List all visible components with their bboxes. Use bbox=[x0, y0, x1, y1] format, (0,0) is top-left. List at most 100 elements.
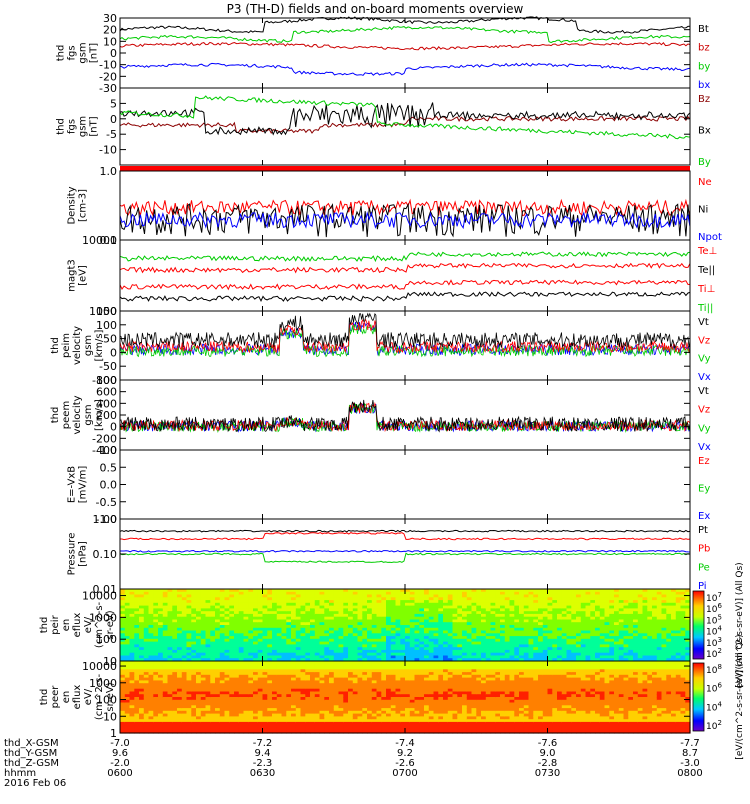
panel-frame bbox=[120, 380, 690, 450]
legend-ez: Ez bbox=[698, 456, 710, 467]
series-group bbox=[120, 252, 690, 301]
series-line-by bbox=[120, 27, 690, 43]
legend-te: Te⊥ bbox=[697, 246, 717, 257]
y-axis-label-line: en bbox=[61, 619, 72, 632]
legend-vz: Vz bbox=[698, 405, 710, 416]
legend-pt: Pt bbox=[698, 525, 708, 536]
series-line-pe bbox=[120, 553, 690, 562]
series-group bbox=[120, 314, 690, 357]
y-axis-label-line: Pressure bbox=[67, 533, 78, 576]
series-line-te bbox=[120, 280, 690, 289]
y-tick-label: 1.00 bbox=[93, 513, 118, 526]
y-axis-label-line: (cm^2-s- bbox=[94, 601, 105, 648]
y-axis-label-line: [km/s] bbox=[94, 329, 105, 361]
y-tick-label: 5 bbox=[110, 97, 117, 110]
legend-ti: Ti⊥ bbox=[697, 284, 715, 295]
y-axis-label: E=-VxB[mV/m] bbox=[67, 466, 89, 504]
series-group bbox=[120, 200, 690, 237]
legend-by: by bbox=[698, 61, 710, 72]
y-tick-label: 150 bbox=[96, 305, 117, 318]
y-axis-label-line: magt3 bbox=[67, 259, 78, 292]
series-line-pb bbox=[120, 533, 690, 540]
y-axis-label: magt3[eV] bbox=[67, 259, 89, 292]
y-axis-label-line: fgs bbox=[67, 45, 78, 60]
legend-bz: Bz bbox=[698, 94, 710, 105]
y-axis-label-line: [nT] bbox=[89, 43, 100, 63]
y-axis-label-line: peem bbox=[61, 401, 72, 429]
colorbar-tick-label: 102 bbox=[706, 647, 722, 660]
y-tick-label: 0 bbox=[110, 346, 117, 359]
y-axis-label-line: peim bbox=[61, 333, 72, 358]
y-tick-label: 0.0 bbox=[100, 479, 118, 492]
y-axis-label-line: fgs bbox=[67, 119, 78, 134]
series-group bbox=[120, 17, 690, 75]
legend-bx: Bx bbox=[698, 126, 711, 137]
legend-vy: Vy bbox=[698, 354, 711, 365]
legend-ti: Ti|| bbox=[697, 303, 713, 314]
y-tick-label: -0.5 bbox=[96, 496, 117, 509]
legend-npot: Npot bbox=[698, 232, 722, 243]
y-axis-label-line: [km/s] bbox=[94, 399, 105, 431]
series-line-pi bbox=[120, 551, 690, 553]
y-axis-label-line: eflux bbox=[72, 613, 83, 638]
y-axis-label-line: gsm bbox=[83, 335, 94, 356]
series-line-vx bbox=[120, 322, 690, 355]
y-axis-label-line: thd bbox=[56, 45, 67, 62]
y-tick-label: -30 bbox=[99, 82, 117, 95]
y-tick-label: 0 bbox=[110, 113, 117, 126]
series-line-ti bbox=[120, 252, 690, 261]
legend-pi: Pi bbox=[698, 581, 707, 592]
legend-ey: Ey bbox=[698, 484, 710, 495]
series-line-pt bbox=[120, 530, 690, 532]
series-line-te bbox=[120, 292, 690, 301]
legend-vt: Vt bbox=[698, 317, 709, 328]
legend-bz: bz bbox=[698, 43, 710, 54]
series-group bbox=[120, 96, 690, 139]
legend-ne: Ne bbox=[698, 177, 712, 188]
y-axis-label-line: thd bbox=[50, 407, 61, 424]
y-tick-label: 10000 bbox=[82, 234, 117, 247]
y-tick-label: 1.0 bbox=[100, 444, 118, 457]
y-axis-label-line: gsm bbox=[78, 116, 89, 137]
y-tick-label: 0.5 bbox=[100, 461, 118, 474]
y-axis-label-line: Density bbox=[67, 186, 78, 224]
y-tick-label: 0.10 bbox=[93, 548, 118, 561]
series-group bbox=[120, 530, 690, 562]
y-axis-label-line: eV/ bbox=[83, 616, 94, 633]
legend-pb: Pb bbox=[698, 544, 710, 555]
panel-frame bbox=[120, 171, 690, 240]
legend-vx: Vx bbox=[698, 372, 711, 383]
y-axis-label-line: thd bbox=[56, 118, 67, 135]
red-status-bar bbox=[120, 166, 690, 171]
legend-pe: Pe bbox=[698, 562, 710, 573]
y-axis-label-line: peir bbox=[50, 614, 61, 634]
legend-te: Te|| bbox=[697, 265, 715, 276]
y-axis-label-line: gsm bbox=[83, 404, 94, 425]
series-line-vt bbox=[120, 314, 690, 348]
y-axis-label-line: velocity bbox=[72, 395, 83, 434]
y-axis-label: Pressure[nPa] bbox=[67, 533, 89, 576]
legend-bx: bx bbox=[698, 80, 710, 91]
series-line-bx bbox=[120, 63, 690, 75]
y-tick-label: 10000 bbox=[82, 590, 117, 603]
legend-bt: Bt bbox=[698, 24, 709, 35]
y-axis-label-line: velocity bbox=[72, 326, 83, 365]
y-axis-label-line: [nT] bbox=[89, 116, 100, 136]
y-axis-label-line: [eV] bbox=[78, 265, 89, 286]
y-tick-label: 1.0 bbox=[100, 165, 118, 178]
y-axis-label-line: [mV/m] bbox=[78, 466, 89, 504]
y-axis-label-line: thd bbox=[50, 337, 61, 354]
